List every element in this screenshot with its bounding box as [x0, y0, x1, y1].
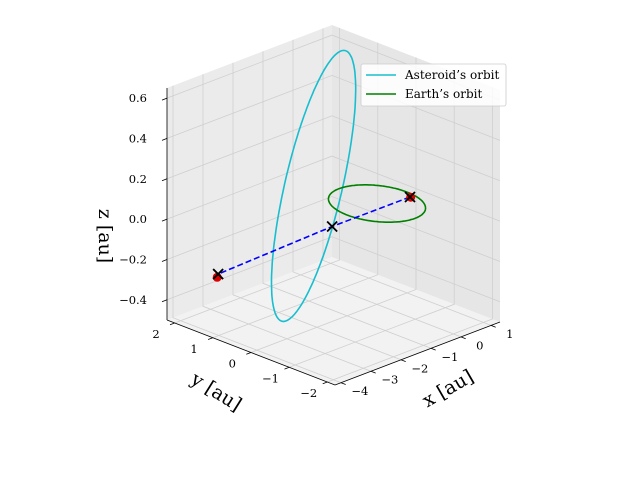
grid-line-y [250, 57, 417, 353]
x-tick-label: −3 [381, 373, 398, 387]
z-tick-label: 0.6 [129, 91, 147, 105]
grid-line-x [322, 28, 492, 326]
x-tick [430, 347, 436, 351]
x-tick-label: 1 [506, 327, 513, 341]
z-axis-title: z [au] [94, 209, 116, 263]
x-tick [460, 336, 466, 340]
grid-line-x [202, 74, 372, 372]
z-tick-label: 0.2 [129, 172, 147, 186]
x-tick-label: 0 [476, 338, 483, 352]
z-tick-label: 0.0 [129, 212, 147, 226]
y-tick-label: −2 [300, 386, 317, 400]
x-tick-label: −4 [351, 384, 368, 398]
y-tick [169, 322, 175, 326]
z-tick [161, 178, 168, 182]
grid-line-x [232, 62, 402, 361]
earth-orbit-line [327, 184, 427, 223]
grid-line-x [172, 85, 342, 384]
legend-label-earth: Earth’s orbit [405, 87, 482, 101]
z-tick-label: −0.4 [119, 293, 147, 307]
cross-marker [212, 268, 224, 280]
plot-markers [212, 191, 416, 282]
grid-line-z [166, 196, 501, 262]
grid-line-x [262, 51, 432, 349]
z-tick [161, 97, 168, 101]
grid-line-y [212, 42, 379, 339]
z-tick [161, 299, 168, 303]
z-tick [161, 218, 168, 222]
x-tick-label: −2 [411, 361, 428, 375]
cross-marker [326, 220, 338, 233]
x-tick [370, 370, 376, 374]
y-tick [284, 366, 290, 370]
z-tick-label: −0.2 [119, 253, 147, 267]
axes-ticks: −4 −3 −2 −1 0 1 −2 −1 0 1 2 −0.4 −0.2 0.0 0.2 0.4 0.6 [119, 91, 513, 400]
z-tick [161, 138, 168, 141]
x-tick [340, 382, 346, 385]
grid-line-z [166, 155, 501, 222]
cross-marker [404, 191, 416, 203]
legend-label-asteroid: Asteroid’s orbit [404, 68, 499, 82]
grid-line-y [327, 87, 493, 383]
grid-line-x [292, 39, 462, 338]
grid-line-z [166, 115, 501, 182]
y-tick-label: −1 [262, 371, 279, 385]
y-tick [246, 352, 252, 355]
y-tick [207, 337, 213, 340]
y-axis-title: y [au] [186, 367, 245, 415]
legend-box [360, 63, 507, 107]
z-tick [161, 259, 168, 262]
z-tick-label: 0.4 [129, 131, 147, 145]
asteroid-orbit-line [270, 49, 357, 323]
legend: Asteroid’s orbit Earth’s orbit [360, 63, 507, 107]
grid-line-y [289, 72, 455, 368]
axes-grid [166, 28, 501, 384]
grid-line-y [174, 28, 341, 324]
y-tick-label: 0 [229, 357, 236, 371]
x-tick-label: −1 [441, 350, 458, 364]
x-tick [400, 359, 406, 362]
grid-line-z [166, 74, 501, 141]
y-tick-label: 2 [152, 327, 159, 341]
y-tick [322, 381, 328, 385]
x-tick [490, 325, 496, 328]
x-axis-line [334, 321, 501, 386]
back-pane [167, 25, 332, 320]
y-tick-label: 1 [190, 342, 197, 356]
